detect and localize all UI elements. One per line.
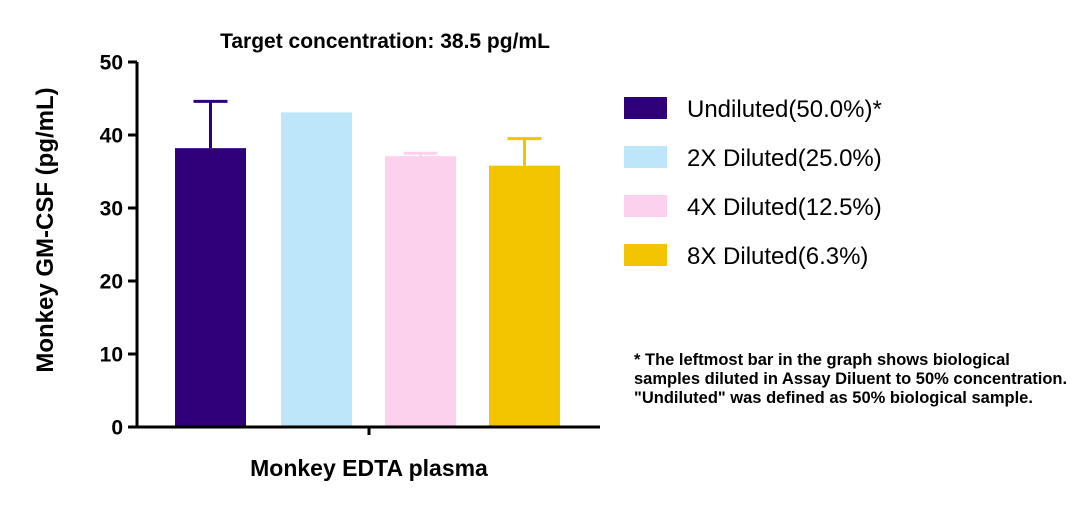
legend-swatch (624, 97, 667, 119)
chart-title: Target concentration: 38.5 pg/mL (220, 30, 550, 53)
y-tick-label: 30 (100, 198, 123, 221)
y-tick-label: 0 (111, 417, 123, 440)
legend-entry-4: 8X Diluted(6.3%) (624, 243, 868, 270)
legend-label: 2X Diluted(25.0%) (687, 145, 882, 172)
legend-entry-3: 4X Diluted(12.5%) (624, 194, 882, 221)
legend-swatch (624, 244, 667, 266)
y-tick-label: 10 (100, 344, 123, 367)
legend-label: Undiluted(50.0%)* (687, 96, 882, 123)
legend-swatch (624, 195, 667, 217)
legend-entry-2: 2X Diluted(25.0%) (624, 145, 882, 172)
bar-3 (385, 156, 456, 428)
legend-swatch (624, 146, 667, 168)
bar-1 (175, 148, 246, 427)
legend-label: 8X Diluted(6.3%) (687, 243, 868, 270)
y-tick-label: 20 (100, 271, 123, 294)
y-axis-label: Monkey GM-CSF (pg/mL) (32, 87, 59, 372)
x-axis-label: Monkey EDTA plasma (250, 455, 488, 481)
footnote: * The leftmost bar in the graph shows bi… (634, 351, 1068, 407)
y-tick-label: 50 (100, 52, 123, 75)
y-tick-label: 40 (100, 125, 123, 148)
bar-4 (489, 165, 560, 427)
legend-entry-1: Undiluted(50.0%)* (624, 96, 882, 123)
legend-label: 4X Diluted(12.5%) (687, 194, 882, 221)
bar-2 (281, 112, 352, 428)
